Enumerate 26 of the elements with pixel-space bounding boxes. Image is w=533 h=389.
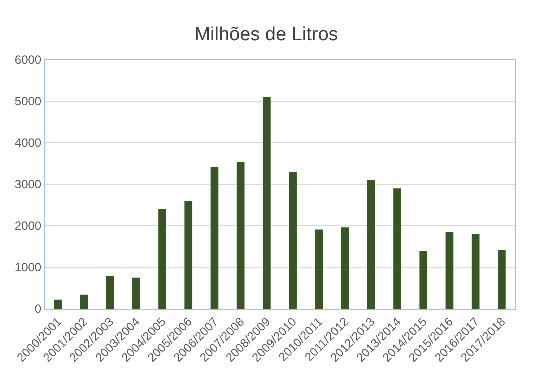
- bar: [210, 167, 219, 309]
- bar: [263, 96, 271, 309]
- bar: [80, 294, 88, 309]
- y-tick-label: 3000: [14, 178, 42, 192]
- bar: [341, 228, 350, 309]
- y-tick-label: 4000: [14, 136, 42, 150]
- y-tick-label: 2000: [14, 219, 42, 234]
- y-tick-label: 5000: [14, 94, 42, 109]
- bar: [184, 202, 193, 309]
- bar: [420, 251, 428, 309]
- bar: [54, 300, 62, 309]
- bar: [498, 250, 506, 309]
- bar: [446, 232, 454, 309]
- bar: [315, 230, 324, 309]
- chart-title: Milhões de Litros: [194, 24, 338, 46]
- bar: [158, 208, 166, 309]
- bar: [289, 172, 297, 309]
- y-tick-label: 0: [34, 302, 42, 316]
- y-tick-label: 6000: [14, 53, 42, 68]
- bar: [472, 234, 480, 309]
- bar: [394, 188, 402, 309]
- bar: [236, 162, 245, 309]
- y-tick-label: 1000: [14, 260, 42, 275]
- bar: [106, 276, 114, 309]
- bar: [132, 278, 140, 309]
- bar: [367, 180, 376, 309]
